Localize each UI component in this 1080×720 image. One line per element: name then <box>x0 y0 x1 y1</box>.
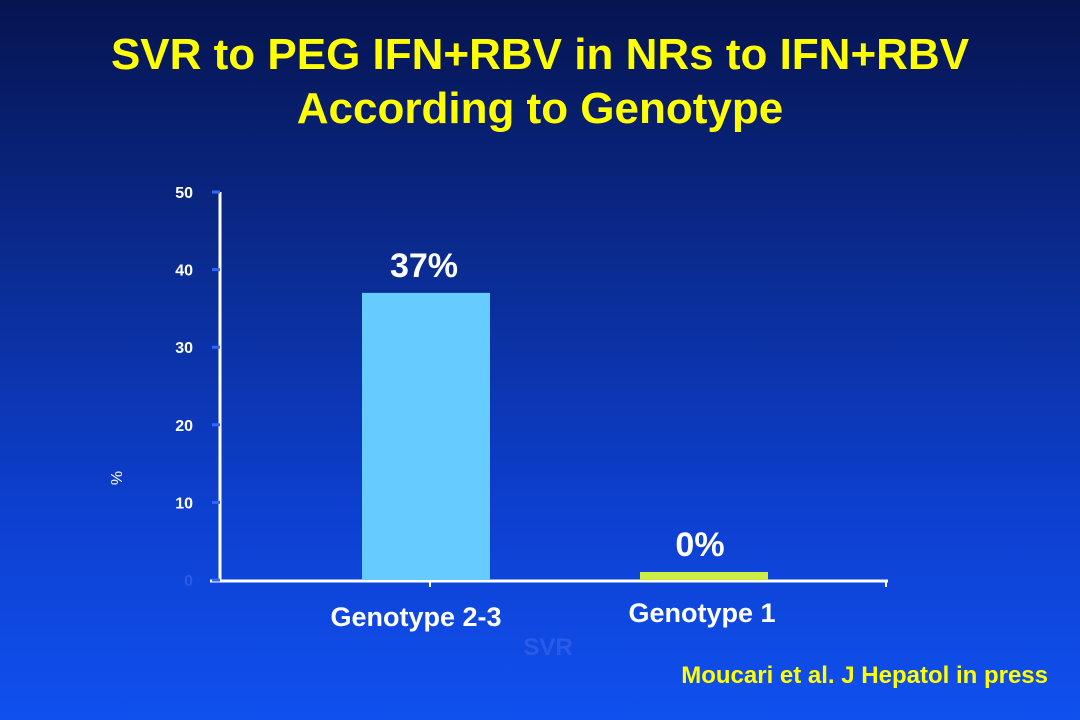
chart-title-line-1: SVR to PEG IFN+RBV in NRs to IFN+RBV <box>110 30 970 79</box>
x-axis-label: SVR <box>523 634 572 661</box>
y-tick-label: 20 <box>175 418 193 435</box>
data-label-genotype-1: 0% <box>675 526 724 564</box>
category-label-genotype-2-3: Genotype 2-3 <box>330 602 501 632</box>
y-tick-label: 40 <box>175 263 193 280</box>
bar-genotype-2-3 <box>362 292 490 580</box>
data-label-genotype-2-3: 37% <box>390 247 458 285</box>
y-tick-label: 0 <box>184 573 193 590</box>
y-tick-label: 30 <box>175 340 193 357</box>
bar-genotype-1 <box>640 572 768 580</box>
citation: Moucari et al. J Hepatol in press <box>681 662 1048 689</box>
y-tick-label: 50 <box>175 185 193 202</box>
y-axis-label: % <box>109 471 126 485</box>
chart-title-line-2: According to Genotype <box>296 84 784 133</box>
category-label-genotype-1: Genotype 1 <box>628 598 775 628</box>
y-tick-label: 10 <box>175 495 193 512</box>
chart-title: SVR to PEG IFN+RBV in NRs to IFN+RBV Acc… <box>0 28 1080 136</box>
